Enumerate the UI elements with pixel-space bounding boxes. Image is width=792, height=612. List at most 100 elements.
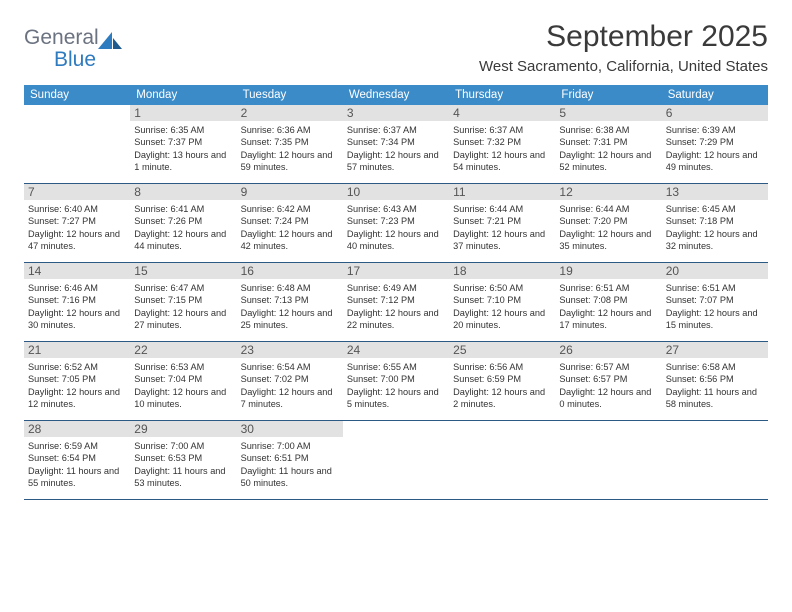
day-cell: 20 Sunrise: 6:51 AMSunset: 7:07 PMDayligh… [662,263,768,341]
day-header: Friday [555,85,661,105]
day-number: 25 [449,342,555,358]
day-cell: 8 Sunrise: 6:41 AMSunset: 7:26 PMDaylight… [130,184,236,262]
week-row: 14 Sunrise: 6:46 AMSunset: 7:16 PMDayligh… [24,263,768,342]
day-info: Sunrise: 6:35 AMSunset: 7:37 PMDaylight:… [134,124,232,174]
day-info: Sunrise: 6:47 AMSunset: 7:15 PMDaylight:… [134,282,232,332]
day-cell: 22Sunrise: 6:53 AMSunset: 7:04 PMDayligh… [130,342,236,420]
day-cell: 2 Sunrise: 6:36 AMSunset: 7:35 PMDaylight… [237,105,343,183]
day-info: Sunrise: 6:54 AMSunset: 7:02 PMDaylight:… [241,361,339,411]
day-info: Sunrise: 6:44 AMSunset: 7:21 PMDaylight:… [453,203,551,253]
day-cell: 1 Sunrise: 6:35 AMSunset: 7:37 PMDaylight… [130,105,236,183]
day-cell: 14 Sunrise: 6:46 AMSunset: 7:16 PMDayligh… [24,263,130,341]
empty-cell [662,421,768,499]
title-block: September 2025 West Sacramento, Californ… [479,20,768,75]
day-cell: 30Sunrise: 7:00 AMSunset: 6:51 PMDayligh… [237,421,343,499]
day-info: Sunrise: 6:42 AMSunset: 7:24 PMDaylight:… [241,203,339,253]
day-cell: 3 Sunrise: 6:37 AMSunset: 7:34 PMDaylight… [343,105,449,183]
day-info: Sunrise: 6:55 AMSunset: 7:00 PMDaylight:… [347,361,445,411]
day-number: 6 [662,105,768,121]
day-number: 26 [555,342,661,358]
day-info: Sunrise: 7:00 AMSunset: 6:53 PMDaylight:… [134,440,232,490]
calendar: SundayMondayTuesdayWednesdayThursdayFrid… [24,85,768,500]
day-cell: 28 Sunrise: 6:59 AMSunset: 6:54 PMDayligh… [24,421,130,499]
day-info: Sunrise: 6:48 AMSunset: 7:13 PMDaylight:… [241,282,339,332]
day-number: 5 [555,105,661,121]
week-row: 21Sunrise: 6:52 AMSunset: 7:05 PMDayligh… [24,342,768,421]
day-number: 29 [130,421,236,437]
day-header: Tuesday [237,85,343,105]
day-header: Wednesday [343,85,449,105]
day-cell: 24 Sunrise: 6:55 AMSunset: 7:00 PMDayligh… [343,342,449,420]
day-info: Sunrise: 6:58 AMSunset: 6:56 PMDaylight:… [666,361,764,411]
day-info: Sunrise: 6:37 AMSunset: 7:34 PMDaylight:… [347,124,445,174]
day-number: 10 [343,184,449,200]
empty-cell [343,421,449,499]
week-row: 28 Sunrise: 6:59 AMSunset: 6:54 PMDayligh… [24,421,768,500]
day-number: 21 [24,342,130,358]
day-number: 7 [24,184,130,200]
day-info: Sunrise: 6:57 AMSunset: 6:57 PMDaylight:… [559,361,657,411]
day-cell: 17Sunrise: 6:49 AMSunset: 7:12 PMDayligh… [343,263,449,341]
day-cell: 5 Sunrise: 6:38 AMSunset: 7:31 PMDaylight… [555,105,661,183]
day-number: 13 [662,184,768,200]
day-cell: 9 Sunrise: 6:42 AMSunset: 7:24 PMDaylight… [237,184,343,262]
header: General Blue September 2025 West Sacrame… [24,20,768,75]
week-row: 1 Sunrise: 6:35 AMSunset: 7:37 PMDaylight… [24,105,768,184]
day-info: Sunrise: 6:41 AMSunset: 7:26 PMDaylight:… [134,203,232,253]
empty-cell [555,421,661,499]
day-number: 24 [343,342,449,358]
day-cell: 4 Sunrise: 6:37 AMSunset: 7:32 PMDaylight… [449,105,555,183]
day-info: Sunrise: 6:36 AMSunset: 7:35 PMDaylight:… [241,124,339,174]
day-number: 14 [24,263,130,279]
day-cell: 25Sunrise: 6:56 AMSunset: 6:59 PMDayligh… [449,342,555,420]
day-number: 30 [237,421,343,437]
week-row: 7 Sunrise: 6:40 AMSunset: 7:27 PMDaylight… [24,184,768,263]
day-info: Sunrise: 6:46 AMSunset: 7:16 PMDaylight:… [28,282,126,332]
day-cell: 12 Sunrise: 6:44 AMSunset: 7:20 PMDayligh… [555,184,661,262]
day-info: Sunrise: 6:51 AMSunset: 7:07 PMDaylight:… [666,282,764,332]
day-number: 27 [662,342,768,358]
day-number: 16 [237,263,343,279]
day-number: 11 [449,184,555,200]
day-cell: 11 Sunrise: 6:44 AMSunset: 7:21 PMDayligh… [449,184,555,262]
day-cell: 7 Sunrise: 6:40 AMSunset: 7:27 PMDaylight… [24,184,130,262]
day-number: 20 [662,263,768,279]
day-info: Sunrise: 6:43 AMSunset: 7:23 PMDaylight:… [347,203,445,253]
day-cell: 27 Sunrise: 6:58 AMSunset: 6:56 PMDayligh… [662,342,768,420]
day-number: 3 [343,105,449,121]
day-number: 2 [237,105,343,121]
day-cell: 29 Sunrise: 7:00 AMSunset: 6:53 PMDayligh… [130,421,236,499]
day-cell: 10 Sunrise: 6:43 AMSunset: 7:23 PMDayligh… [343,184,449,262]
logo-text-blue: Blue [54,48,96,72]
day-info: Sunrise: 6:59 AMSunset: 6:54 PMDaylight:… [28,440,126,490]
day-info: Sunrise: 6:38 AMSunset: 7:31 PMDaylight:… [559,124,657,174]
day-cell: 18 Sunrise: 6:50 AMSunset: 7:10 PMDayligh… [449,263,555,341]
weeks-container: 1 Sunrise: 6:35 AMSunset: 7:37 PMDaylight… [24,105,768,500]
day-cell: 26 Sunrise: 6:57 AMSunset: 6:57 PMDayligh… [555,342,661,420]
day-number: 12 [555,184,661,200]
day-info: Sunrise: 6:37 AMSunset: 7:32 PMDaylight:… [453,124,551,174]
day-header: Saturday [662,85,768,105]
day-number: 28 [24,421,130,437]
day-number: 17 [343,263,449,279]
day-cell: 16 Sunrise: 6:48 AMSunset: 7:13 PMDayligh… [237,263,343,341]
day-info: Sunrise: 6:44 AMSunset: 7:20 PMDaylight:… [559,203,657,253]
day-cell: 19Sunrise: 6:51 AMSunset: 7:08 PMDayligh… [555,263,661,341]
day-cell: 6Sunrise: 6:39 AMSunset: 7:29 PMDaylight… [662,105,768,183]
day-number: 22 [130,342,236,358]
day-number: 18 [449,263,555,279]
day-number: 23 [237,342,343,358]
day-number: 1 [130,105,236,121]
day-number: 19 [555,263,661,279]
day-number: 9 [237,184,343,200]
day-number: 8 [130,184,236,200]
day-headers-row: SundayMondayTuesdayWednesdayThursdayFrid… [24,85,768,105]
day-info: Sunrise: 6:50 AMSunset: 7:10 PMDaylight:… [453,282,551,332]
day-info: Sunrise: 6:45 AMSunset: 7:18 PMDaylight:… [666,203,764,253]
day-cell: 13 Sunrise: 6:45 AMSunset: 7:18 PMDayligh… [662,184,768,262]
empty-cell [449,421,555,499]
day-cell: 23 Sunrise: 6:54 AMSunset: 7:02 PMDayligh… [237,342,343,420]
logo: General Blue [24,26,134,72]
day-number: 4 [449,105,555,121]
day-info: Sunrise: 6:40 AMSunset: 7:27 PMDaylight:… [28,203,126,253]
